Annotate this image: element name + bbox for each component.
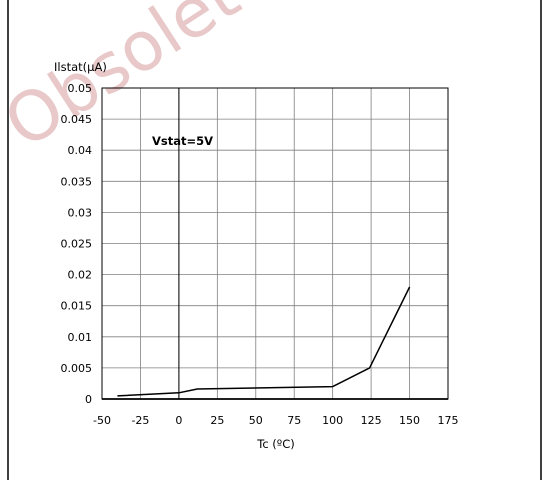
y-tick-label: 0.005: [61, 362, 93, 375]
x-tick-label: 50: [249, 414, 263, 427]
y-tick-label: 0.045: [61, 113, 93, 126]
x-axis-label: Tc (ºC): [256, 437, 294, 451]
x-tick-labels: -50 -25 0 25 50 75 100 125 150 175: [93, 414, 458, 427]
x-tick-label: 175: [438, 414, 459, 427]
y-tick-label: 0.035: [61, 175, 93, 188]
y-tick-label: 0.04: [68, 144, 93, 157]
y-tick-label: 0.01: [68, 331, 93, 344]
x-tick-label: 25: [210, 414, 224, 427]
axes: [101, 87, 449, 400]
y-tick-label: 0.05: [68, 82, 93, 95]
y-tick-label: 0.015: [61, 300, 93, 313]
y-tick-label: 0.03: [68, 206, 93, 219]
y-tick-label: 0.02: [68, 269, 93, 282]
y-axis-label: Ilstat(µA): [54, 60, 107, 74]
condition-annotation: Vstat=5V: [152, 134, 213, 148]
y-tick-label: 0.025: [61, 238, 93, 251]
x-tick-label: -50: [93, 414, 111, 427]
x-tick-label: 0: [175, 414, 182, 427]
x-tick-label: 125: [361, 414, 382, 427]
x-tick-label: 75: [287, 414, 301, 427]
x-tick-label: -25: [131, 414, 149, 427]
series-line: [117, 286, 411, 397]
y-tick-labels: 0 0.005 0.01 0.015 0.02 0.025 0.03 0.035 0.04 0.0…: [61, 82, 93, 406]
data-series: [117, 286, 411, 397]
x-tick-label: 100: [322, 414, 343, 427]
y-tick-label: 0: [85, 393, 92, 406]
grid-lines: [102, 88, 448, 399]
x-tick-label: 150: [399, 414, 420, 427]
